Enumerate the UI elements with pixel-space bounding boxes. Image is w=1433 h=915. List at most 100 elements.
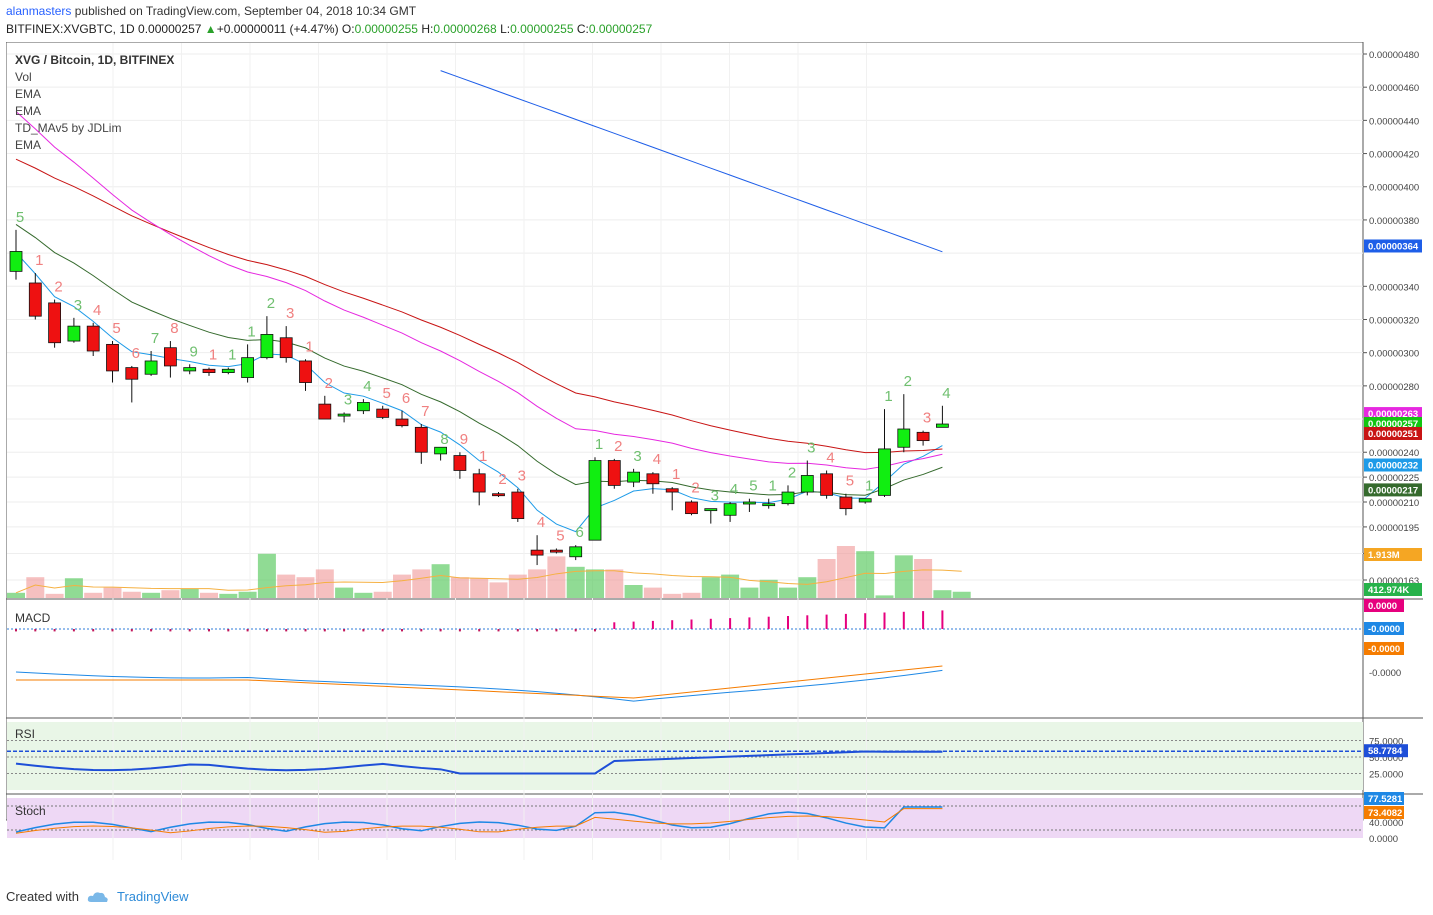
td-count-label: 7 — [151, 330, 159, 347]
candle-body — [376, 408, 390, 418]
stoch-band — [7, 798, 1363, 838]
open-label: O: — [341, 22, 355, 36]
volume-bar — [335, 587, 354, 598]
price-tick-label: 0.00000340 — [1369, 282, 1419, 293]
price-tick-label: 0.00000280 — [1369, 382, 1419, 393]
td-count-label: 3 — [923, 410, 931, 427]
td-count-label: 8 — [170, 320, 178, 337]
price-tick-label: 0.00000440 — [1369, 116, 1419, 127]
macd-badge — [1364, 622, 1404, 635]
tradingview-brand[interactable]: TradingView — [116, 889, 189, 904]
price-tick-label: 0.00000320 — [1369, 315, 1419, 326]
price-badge-label: 0.00000263 — [1368, 409, 1418, 420]
td-count-label: 4 — [363, 378, 371, 395]
rsi-title: RSI — [15, 727, 35, 741]
volume-bar — [64, 578, 83, 598]
candle-body — [936, 423, 949, 428]
rsi-tick-label: 75.0000 — [1369, 737, 1403, 748]
symbol-label: BITFINEX:XVGBTC, 1D — [6, 22, 135, 36]
td-count-label: 1 — [247, 323, 255, 340]
candle-body — [665, 488, 679, 493]
rsi-line — [15, 750, 943, 775]
stoch-pane — [7, 805, 1363, 834]
legend-item-td[interactable]: TD_MAv5 by JDLim — [15, 121, 122, 135]
volume-bar — [277, 574, 296, 598]
volume-bar — [547, 556, 566, 598]
volume-bar — [779, 587, 797, 598]
price-badge-label: 412.974K — [1368, 585, 1409, 596]
candle-body — [607, 460, 621, 486]
td-count-label: 4 — [537, 514, 545, 531]
td-count-label: 1 — [228, 347, 236, 364]
author-link[interactable]: alanmasters — [6, 4, 72, 18]
legend-item-ema-2[interactable]: EMA — [15, 104, 42, 118]
legend-item-ema-1[interactable]: EMA — [15, 87, 42, 101]
ema-magenta-line — [15, 111, 943, 470]
volume-bar — [393, 574, 411, 598]
candle-body — [762, 503, 776, 507]
td-count-label: 1 — [865, 478, 873, 495]
volume-bar — [682, 592, 701, 598]
candle-body — [202, 368, 216, 373]
macd-badge — [1364, 642, 1404, 655]
td-count-label: 5 — [749, 478, 757, 495]
price-badge-label: 0.00000232 — [1368, 461, 1418, 472]
td-count-label: 6 — [576, 524, 584, 541]
legend-item-vol[interactable]: Vol — [15, 70, 32, 84]
volume-bar — [624, 585, 643, 598]
legend-item-ema-3[interactable]: EMA — [15, 138, 42, 152]
candle-body — [356, 402, 370, 412]
candle-body — [453, 455, 467, 471]
candle-body — [511, 491, 525, 520]
td-count-label: 2 — [54, 279, 62, 296]
high-value: 0.00000268 — [433, 22, 497, 36]
td-count-label: 1 — [209, 347, 217, 364]
price-tick-label: 0.00000240 — [1369, 448, 1419, 459]
td-count-label: 5 — [112, 320, 120, 337]
volume-bar — [566, 566, 585, 598]
td-count-label: 3 — [518, 468, 526, 485]
price-badge-label: 0.00000217 — [1368, 485, 1418, 496]
candle-body — [781, 491, 795, 505]
candle-body — [241, 357, 255, 378]
volume-bar — [643, 587, 662, 598]
td-count-label: 1 — [479, 448, 487, 465]
price-badge — [1364, 483, 1422, 497]
high-label: H: — [421, 22, 434, 36]
macd-line — [15, 669, 943, 702]
last-price: 0.00000257 — [138, 22, 202, 36]
candle-body — [916, 431, 930, 442]
candle-body — [588, 460, 602, 541]
td-count-label: 3 — [344, 391, 352, 408]
price-axis: 0.00000480 0.00000460 0.00000440 0.00000420… — [1363, 50, 1422, 845]
ema-long-line — [440, 70, 943, 253]
td-count-label: 8 — [440, 431, 448, 448]
created-with-label: Created with — [6, 889, 79, 904]
candle-body — [627, 471, 640, 483]
td-count-label: 6 — [132, 345, 140, 362]
volume-bar — [817, 559, 836, 598]
volume-bar — [45, 593, 64, 598]
td-count-label: 1 — [35, 252, 43, 269]
volume-bar — [238, 591, 257, 598]
close-label: C: — [576, 22, 589, 36]
candle-body — [28, 282, 42, 317]
td-count-label: 2 — [498, 471, 506, 488]
candle-body — [144, 360, 158, 375]
volume-bar — [759, 579, 778, 598]
price-badge — [1364, 407, 1422, 421]
macd-signal-line — [16, 665, 943, 699]
price-tick-label: 0.00000480 — [1369, 50, 1419, 61]
td-count-label: 4 — [653, 451, 661, 468]
td-count-label: 2 — [267, 295, 275, 312]
candle-body — [434, 446, 448, 455]
td-count-label: 4 — [942, 385, 950, 402]
low-value: 0.00000255 — [510, 22, 574, 36]
td-count-label: 3 — [286, 305, 294, 322]
td-count-label: 3 — [807, 440, 815, 457]
td-count-label: 3 — [74, 297, 82, 314]
macd-badge-label: 0.0000 — [1368, 601, 1397, 612]
candle-body — [878, 448, 891, 496]
